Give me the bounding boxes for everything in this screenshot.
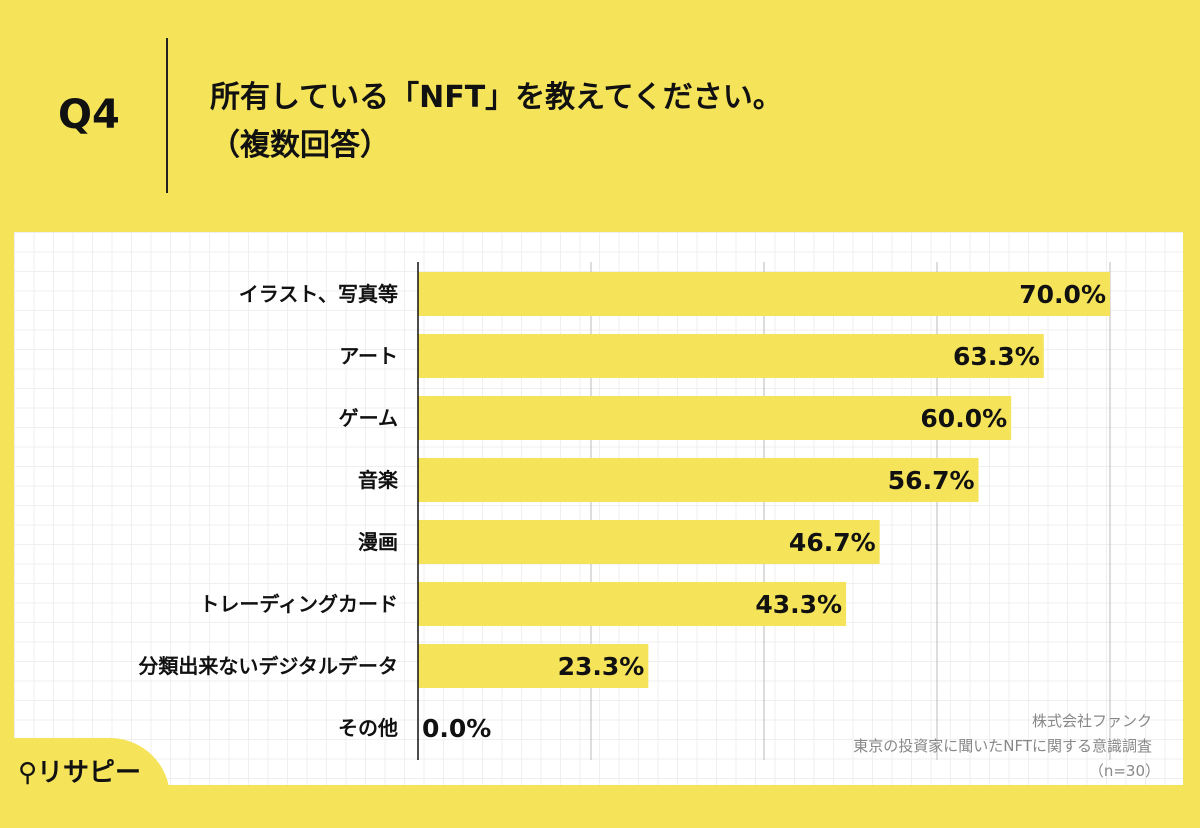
logo: ⚲リサピー [18,758,142,788]
bar [418,458,979,502]
bar [418,334,1044,378]
question-number: Q4 [58,92,120,138]
data-label: 56.7% [888,466,975,495]
data-label: 46.7% [789,528,876,557]
chart-panel [14,232,1183,785]
title-line-2: （複数回答） [210,128,390,163]
page-title: 所有している「NFT」を教えてください。 （複数回答） [210,74,783,170]
category-label: イラスト、写真等 [239,282,398,306]
category-label: アート [339,344,398,368]
category-label: その他 [338,716,398,740]
data-label: 23.3% [558,652,645,681]
data-label: 60.0% [920,404,1007,433]
category-label: トレーディングカード [199,592,398,616]
category-label: ゲーム [339,406,398,430]
category-label: 分類出来ないデジタルデータ [138,654,398,678]
data-label: 43.3% [755,590,842,619]
title-line-1: 所有している「NFT」を教えてください。 [210,80,783,115]
bar [418,272,1110,316]
category-label: 音楽 [358,468,399,492]
bar [418,520,880,564]
category-label: 漫画 [358,530,398,554]
company-note: 株式会社ファンク [1031,712,1152,730]
bar [418,582,847,626]
data-label: 0.0% [422,714,491,743]
bar-chart: イラスト、写真等 70.0% アート 63.3% ゲーム 60.0% 音楽 56.7% 漫画 46… [138,262,1111,760]
pin-icon: ⚲ [18,758,38,788]
survey-note: 東京の投資家に聞いたNFTに関する意識調査 [853,737,1152,755]
data-label: 70.0% [1019,280,1106,309]
data-label: 63.3% [953,342,1040,371]
bar [418,644,649,688]
divider [166,38,168,193]
bar [418,396,1012,440]
sample-note: （n=30） [1088,762,1160,780]
